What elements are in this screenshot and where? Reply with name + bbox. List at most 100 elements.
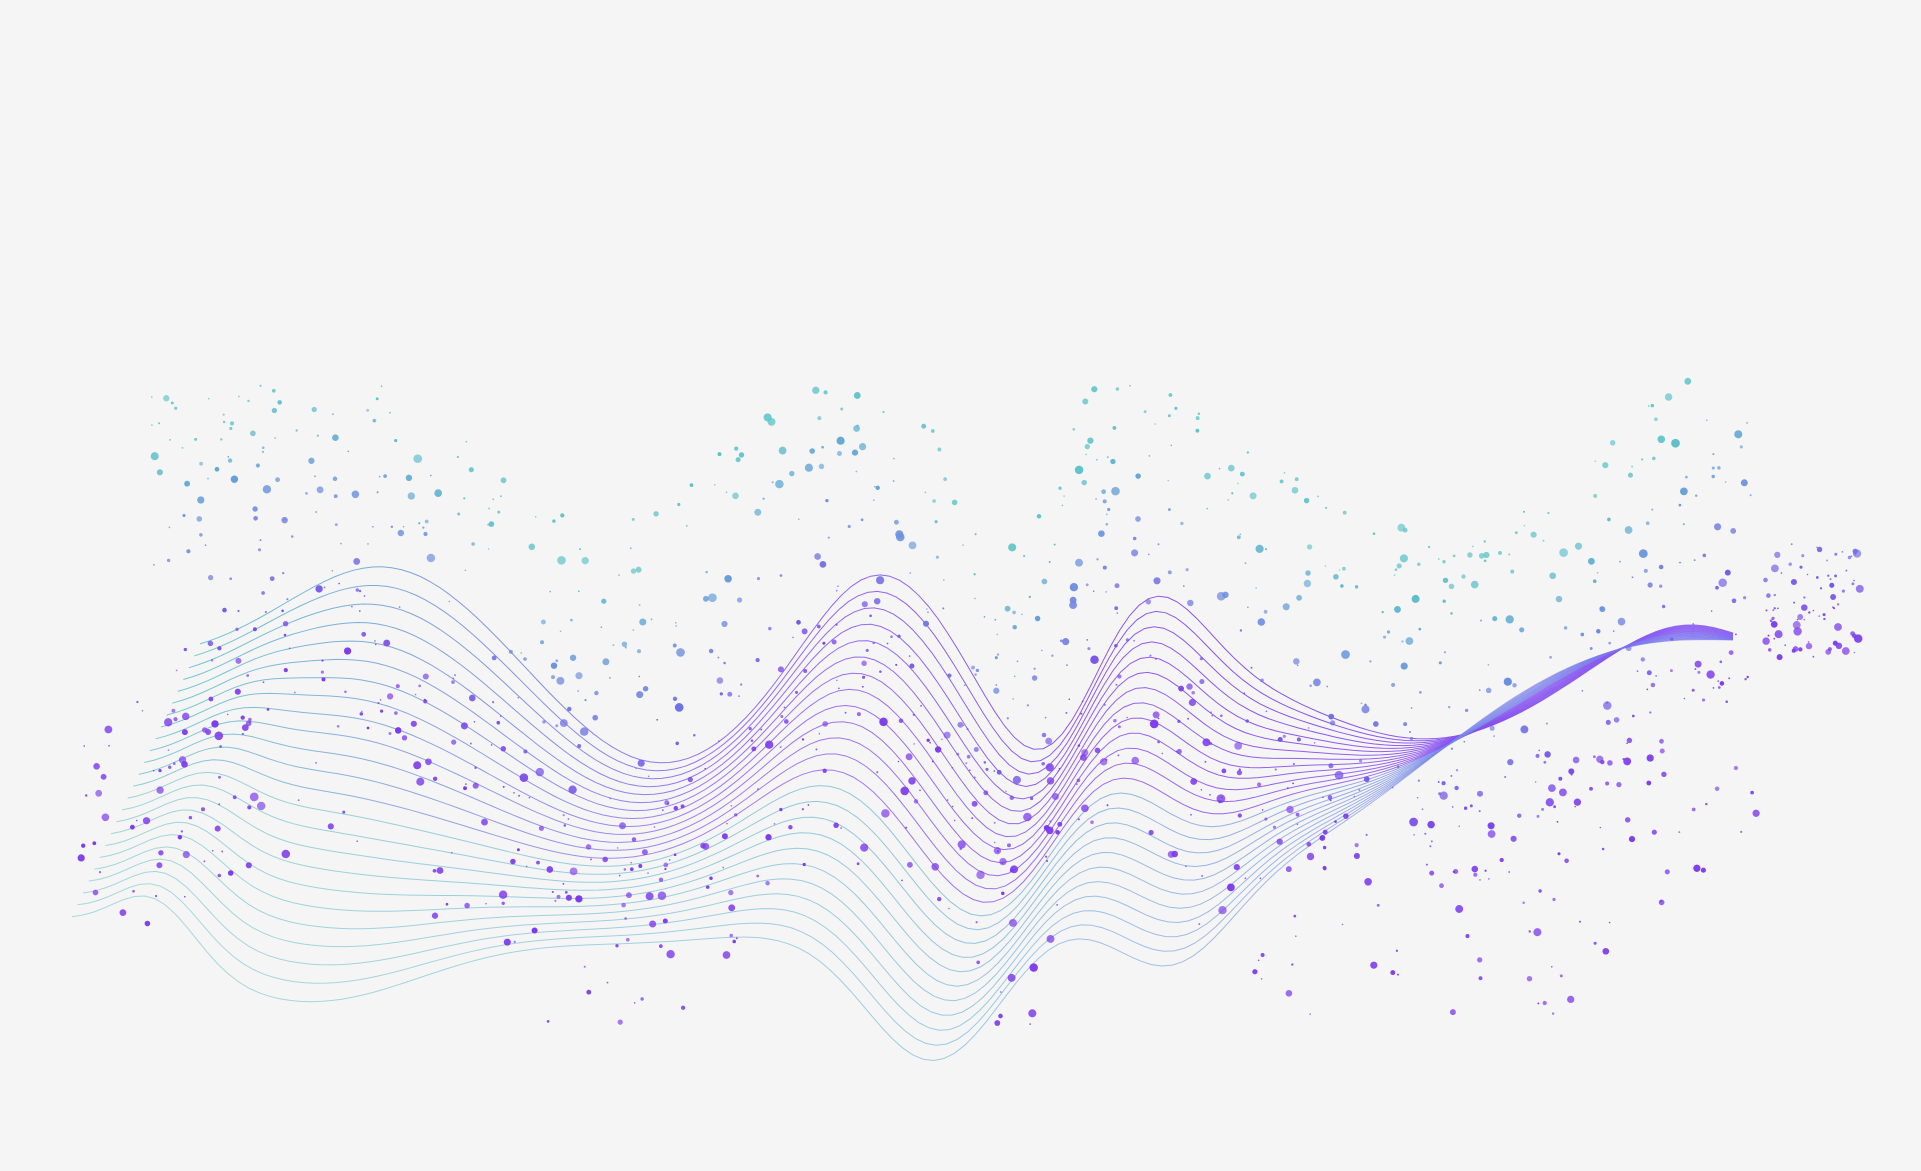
particle-dot xyxy=(1075,558,1083,567)
particle-dot xyxy=(1816,546,1818,549)
particle-dot xyxy=(1292,782,1294,785)
particle-dot xyxy=(457,512,461,516)
particle-dot xyxy=(432,776,438,782)
particle-dot xyxy=(183,895,186,898)
particle-dot xyxy=(592,714,599,721)
particle-dot xyxy=(1188,698,1197,707)
particle-dot xyxy=(1157,740,1160,744)
particle-dot xyxy=(1552,897,1556,902)
particle-dot xyxy=(965,762,968,765)
particle-dot xyxy=(1255,587,1257,589)
particle-dot xyxy=(1402,527,1408,533)
particle-dot xyxy=(1819,587,1823,590)
particle-dot xyxy=(375,397,379,401)
particle-dot xyxy=(183,647,187,652)
particle-dot xyxy=(1405,637,1414,645)
particle-dot xyxy=(872,641,876,645)
particle-dot xyxy=(729,933,734,938)
particle-dot xyxy=(1477,957,1483,963)
particle-dot xyxy=(316,434,320,437)
particle-dot xyxy=(1012,624,1017,630)
particle-dot xyxy=(1077,744,1081,747)
particle-dot xyxy=(1563,626,1568,630)
particle-dot xyxy=(538,825,544,831)
particle-dot xyxy=(1774,551,1781,559)
particle-dot xyxy=(1599,826,1602,829)
particle-dot xyxy=(1333,573,1339,580)
particle-dot xyxy=(374,643,377,646)
particle-dot xyxy=(1095,498,1098,500)
particle-dot xyxy=(1354,585,1359,589)
particle-dot xyxy=(469,742,472,745)
particle-dot xyxy=(1009,795,1015,801)
particle-dot xyxy=(487,548,490,550)
particle-dot xyxy=(618,574,620,576)
particle-dot xyxy=(314,475,316,478)
particle-dot xyxy=(1608,921,1611,924)
particle-dot xyxy=(282,620,289,627)
particle-dot xyxy=(1126,716,1128,719)
particle-dot xyxy=(616,847,619,849)
particle-dot xyxy=(92,889,99,896)
particle-dot xyxy=(973,573,976,576)
particle-dot xyxy=(1455,905,1464,913)
particle-dot xyxy=(546,1020,550,1023)
particle-dot xyxy=(248,717,252,722)
particle-dot xyxy=(726,822,728,825)
particle-dot xyxy=(550,662,558,669)
particle-dot xyxy=(1167,570,1172,575)
particle-dot xyxy=(656,718,659,721)
particle-dot xyxy=(259,384,262,387)
particle-dot xyxy=(517,696,520,699)
particle-dot xyxy=(1498,550,1502,555)
particle-dot xyxy=(356,840,359,843)
particle-dot xyxy=(1004,605,1011,612)
particle-dot xyxy=(513,791,515,794)
particle-dot xyxy=(1684,377,1692,385)
particle-dot xyxy=(994,618,997,621)
particle-dot xyxy=(1291,486,1299,494)
particle-dot xyxy=(1167,479,1170,482)
particle-dot xyxy=(1717,466,1721,470)
particle-dot xyxy=(523,657,527,661)
particle-dot xyxy=(621,641,628,647)
particle-dot xyxy=(141,709,144,712)
particle-dot xyxy=(994,1020,1001,1026)
particle-dot xyxy=(104,725,113,734)
particle-dot xyxy=(315,585,323,593)
particle-dot xyxy=(1567,995,1575,1004)
particle-dot xyxy=(674,621,677,624)
particle-dot xyxy=(360,710,363,713)
particle-dot xyxy=(1771,616,1775,621)
particle-dot xyxy=(1197,412,1201,415)
particle-dot xyxy=(1105,758,1108,761)
particle-dot xyxy=(235,627,239,632)
wave-line xyxy=(83,637,1734,1031)
particle-dot xyxy=(1016,660,1019,663)
particle-dot xyxy=(1114,643,1118,648)
particle-dot xyxy=(253,516,258,521)
particle-dot xyxy=(136,700,139,704)
particle-dot xyxy=(836,450,843,457)
particle-dot xyxy=(815,748,818,751)
particle-dot xyxy=(1234,741,1243,750)
particle-dot xyxy=(713,483,716,486)
particle-dot xyxy=(672,643,677,648)
particle-dot xyxy=(1483,540,1486,543)
particle-dot xyxy=(1773,637,1776,640)
particle-dot xyxy=(606,981,609,984)
particle-dot xyxy=(1679,561,1681,564)
particle-dot xyxy=(540,619,546,625)
particle-dot xyxy=(1107,507,1111,512)
particle-dot xyxy=(675,741,679,746)
particle-dot xyxy=(1799,565,1803,569)
particle-dot xyxy=(1180,521,1184,526)
particle-dot xyxy=(632,629,635,631)
particle-dot xyxy=(1845,569,1848,572)
particle-dot xyxy=(1714,786,1720,791)
particle-dot xyxy=(1370,961,1378,969)
particle-dot xyxy=(1246,451,1250,454)
particle-dot xyxy=(1307,727,1310,729)
particle-dot xyxy=(1772,609,1775,611)
particle-dot xyxy=(252,506,258,512)
